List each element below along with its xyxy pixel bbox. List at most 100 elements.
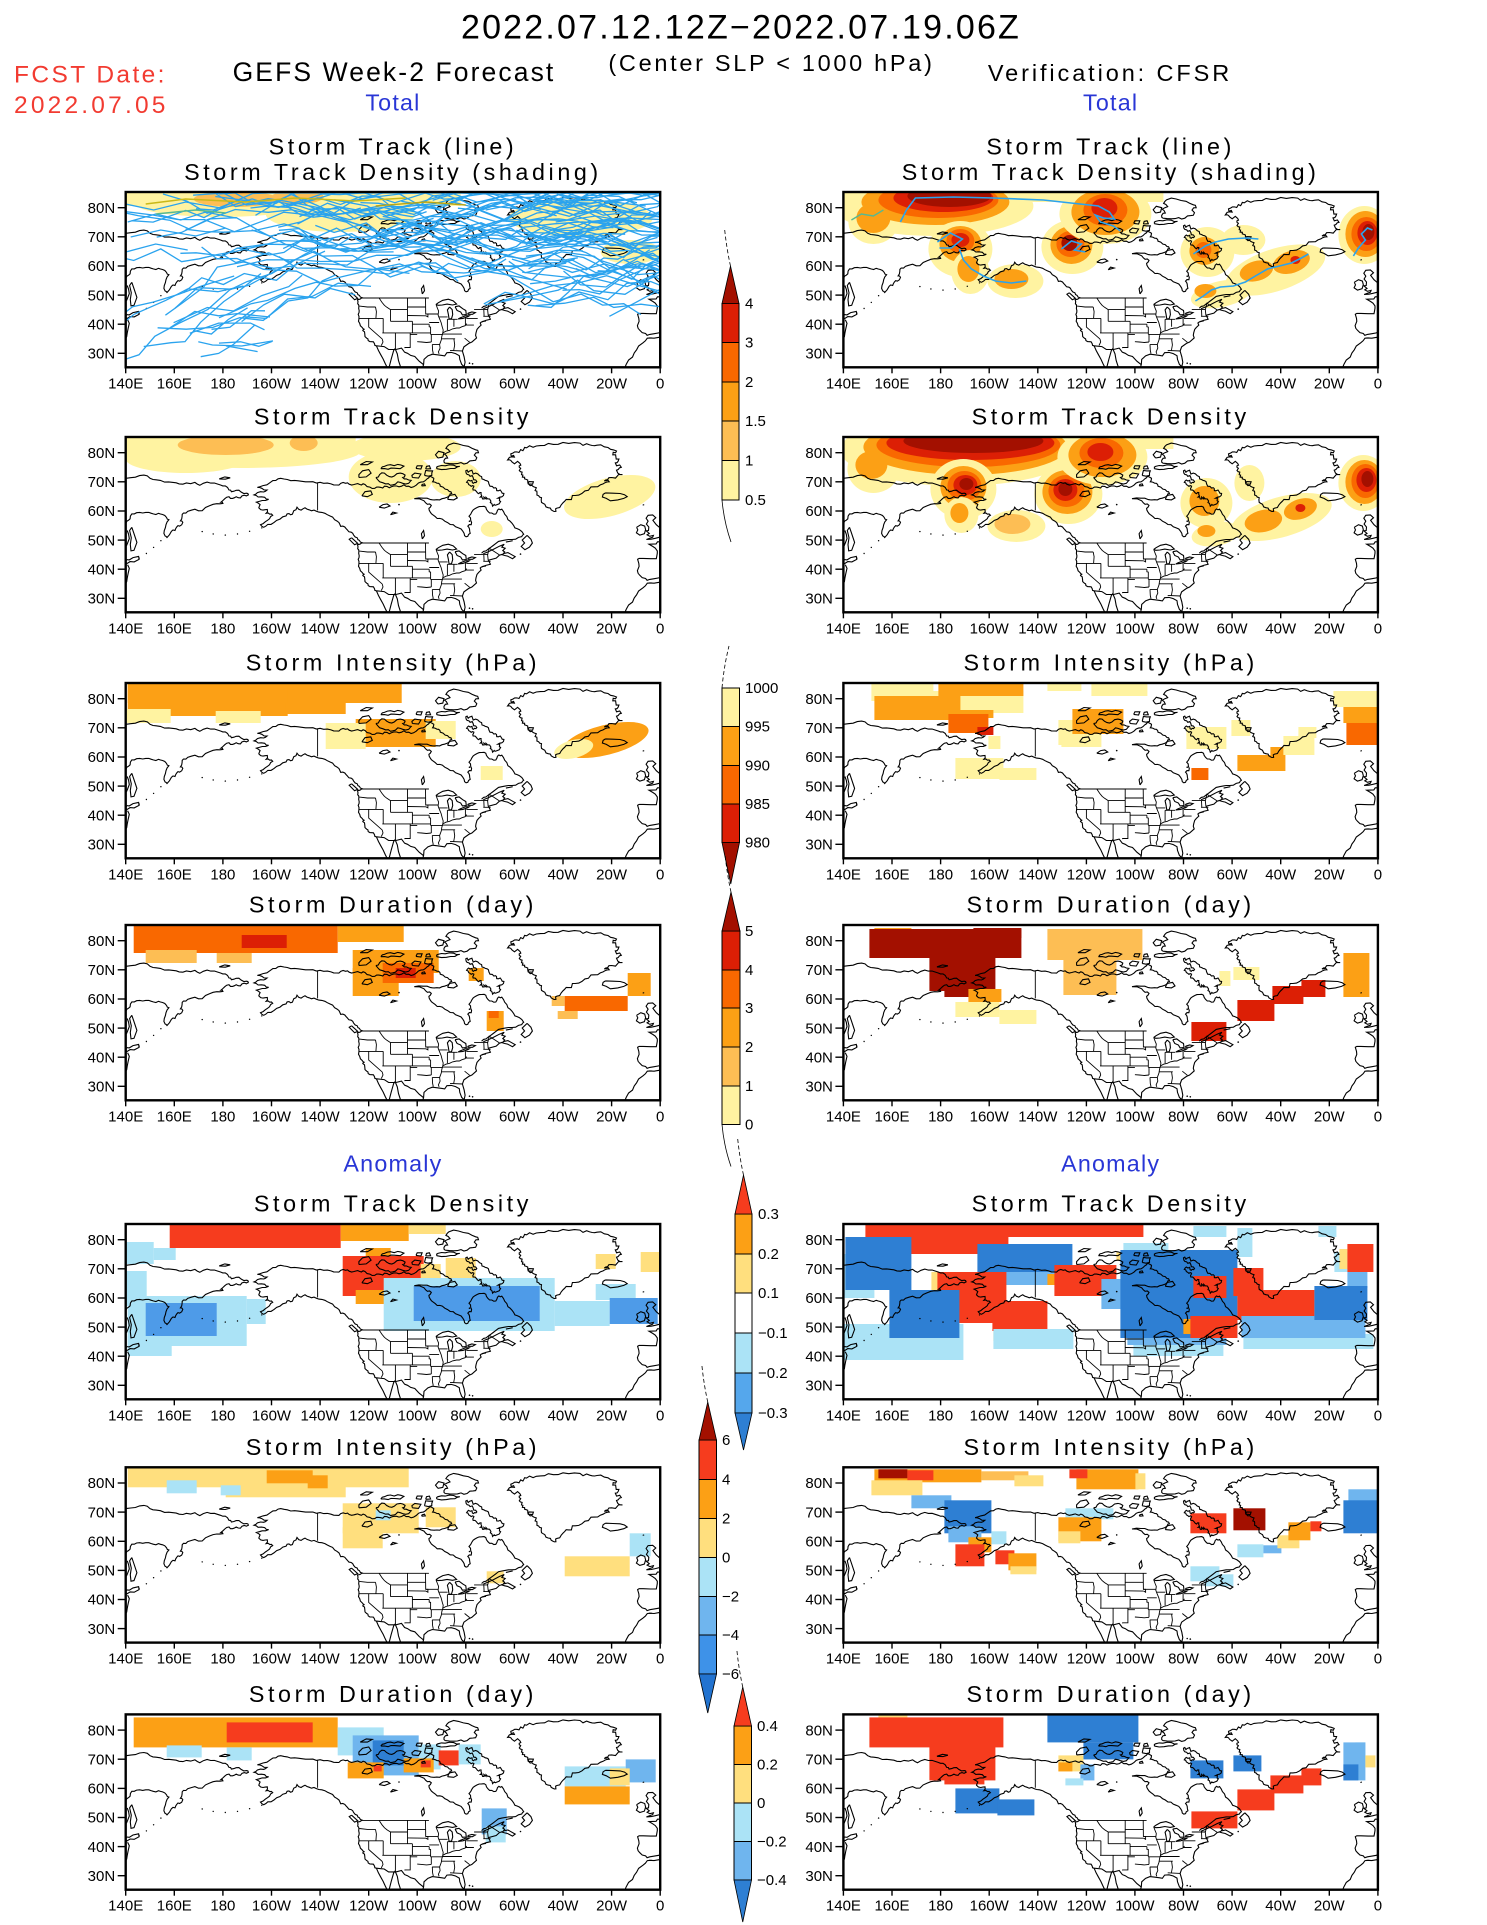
svg-text:0: 0 — [745, 1117, 753, 1134]
svg-text:30N: 30N — [805, 591, 833, 608]
svg-text:140W: 140W — [1018, 866, 1058, 883]
svg-text:30N: 30N — [88, 837, 116, 854]
svg-text:180: 180 — [928, 1108, 953, 1125]
svg-text:160E: 160E — [157, 620, 192, 637]
svg-text:50N: 50N — [805, 287, 833, 304]
svg-text:3: 3 — [745, 1000, 753, 1017]
svg-text:20W: 20W — [596, 1898, 628, 1915]
svg-text:160E: 160E — [874, 620, 909, 637]
svg-text:100W: 100W — [1115, 620, 1155, 637]
svg-text:80W: 80W — [450, 1407, 482, 1424]
svg-text:70N: 70N — [88, 474, 116, 491]
svg-text:20W: 20W — [596, 1651, 628, 1668]
svg-text:1: 1 — [745, 1078, 753, 1095]
svg-text:40W: 40W — [1265, 1407, 1297, 1424]
svg-text:30N: 30N — [805, 837, 833, 854]
svg-text:160E: 160E — [874, 1898, 909, 1915]
svg-text:30N: 30N — [88, 1079, 116, 1096]
svg-text:1.5: 1.5 — [745, 413, 766, 430]
svg-text:100W: 100W — [398, 1407, 438, 1424]
svg-text:140E: 140E — [108, 1407, 143, 1424]
svg-text:6: 6 — [722, 1432, 730, 1449]
svg-text:60W: 60W — [1217, 620, 1249, 637]
svg-text:−4: −4 — [722, 1627, 739, 1644]
svg-text:60N: 60N — [805, 749, 833, 766]
svg-text:70N: 70N — [88, 720, 116, 737]
svg-text:60W: 60W — [1217, 1651, 1249, 1668]
svg-text:Storm Track Density (shading): Storm Track Density (shading) — [902, 159, 1320, 185]
svg-text:70N: 70N — [88, 229, 116, 246]
svg-text:80W: 80W — [1168, 620, 1200, 637]
svg-text:140E: 140E — [108, 375, 143, 392]
svg-text:Anomaly: Anomaly — [1061, 1151, 1160, 1177]
svg-text:80N: 80N — [805, 200, 833, 217]
svg-text:60N: 60N — [88, 991, 116, 1008]
svg-text:20W: 20W — [596, 620, 628, 637]
svg-text:0.3: 0.3 — [758, 1206, 779, 1223]
svg-text:180: 180 — [210, 375, 235, 392]
svg-text:160W: 160W — [252, 375, 292, 392]
svg-text:60N: 60N — [88, 749, 116, 766]
svg-text:80W: 80W — [450, 1898, 482, 1915]
svg-text:140W: 140W — [301, 1407, 341, 1424]
svg-text:60N: 60N — [805, 503, 833, 520]
svg-text:0: 0 — [656, 1108, 664, 1125]
svg-text:−6: −6 — [722, 1666, 739, 1683]
svg-text:20W: 20W — [1314, 1898, 1346, 1915]
svg-text:60N: 60N — [805, 1290, 833, 1307]
svg-text:40N: 40N — [805, 316, 833, 333]
svg-text:120W: 120W — [1067, 1108, 1107, 1125]
svg-text:Storm Duration (day): Storm Duration (day) — [967, 1681, 1255, 1707]
svg-text:0.5: 0.5 — [745, 492, 766, 509]
svg-text:180: 180 — [928, 620, 953, 637]
svg-text:0: 0 — [656, 375, 664, 392]
svg-text:180: 180 — [928, 1407, 953, 1424]
svg-text:140E: 140E — [108, 866, 143, 883]
svg-text:160E: 160E — [874, 375, 909, 392]
svg-text:100W: 100W — [1115, 866, 1155, 883]
svg-text:40W: 40W — [548, 620, 580, 637]
svg-text:Storm Track (line): Storm Track (line) — [269, 134, 518, 160]
svg-text:160E: 160E — [157, 1407, 192, 1424]
svg-text:20W: 20W — [596, 1407, 628, 1424]
svg-text:0: 0 — [656, 866, 664, 883]
svg-text:180: 180 — [928, 866, 953, 883]
svg-text:60N: 60N — [88, 1781, 116, 1798]
svg-text:−0.4: −0.4 — [757, 1872, 787, 1889]
svg-text:Storm Intensity (hPa): Storm Intensity (hPa) — [963, 1434, 1257, 1460]
svg-text:120W: 120W — [1067, 1651, 1107, 1668]
svg-text:180: 180 — [210, 866, 235, 883]
svg-text:2: 2 — [745, 1039, 753, 1056]
svg-text:160W: 160W — [252, 1651, 292, 1668]
svg-text:Storm Duration (day): Storm Duration (day) — [967, 892, 1255, 918]
svg-text:Total: Total — [365, 89, 420, 115]
svg-text:160W: 160W — [252, 1407, 292, 1424]
svg-text:160W: 160W — [970, 620, 1010, 637]
svg-text:Storm Track Density: Storm Track Density — [972, 404, 1250, 430]
svg-text:40W: 40W — [1265, 375, 1297, 392]
svg-text:80W: 80W — [450, 620, 482, 637]
svg-text:70N: 70N — [805, 1751, 833, 1768]
svg-text:80W: 80W — [450, 1108, 482, 1125]
svg-text:40N: 40N — [88, 1348, 116, 1365]
svg-text:100W: 100W — [398, 375, 438, 392]
svg-text:160E: 160E — [874, 866, 909, 883]
svg-text:40N: 40N — [805, 807, 833, 824]
svg-text:180: 180 — [210, 1651, 235, 1668]
svg-text:50N: 50N — [805, 778, 833, 795]
svg-text:40N: 40N — [88, 807, 116, 824]
svg-text:60W: 60W — [1217, 375, 1249, 392]
svg-text:30N: 30N — [88, 1378, 116, 1395]
svg-text:140E: 140E — [108, 1108, 143, 1125]
svg-text:Verification: CFSR: Verification: CFSR — [988, 60, 1232, 86]
svg-text:160E: 160E — [157, 375, 192, 392]
svg-text:140E: 140E — [826, 620, 861, 637]
svg-text:100W: 100W — [398, 620, 438, 637]
svg-text:2022.07.05: 2022.07.05 — [14, 92, 169, 119]
svg-text:140E: 140E — [826, 866, 861, 883]
svg-text:70N: 70N — [805, 1504, 833, 1521]
svg-text:985: 985 — [745, 796, 770, 813]
svg-text:100W: 100W — [398, 866, 438, 883]
svg-text:140E: 140E — [826, 1651, 861, 1668]
svg-text:140W: 140W — [301, 620, 341, 637]
